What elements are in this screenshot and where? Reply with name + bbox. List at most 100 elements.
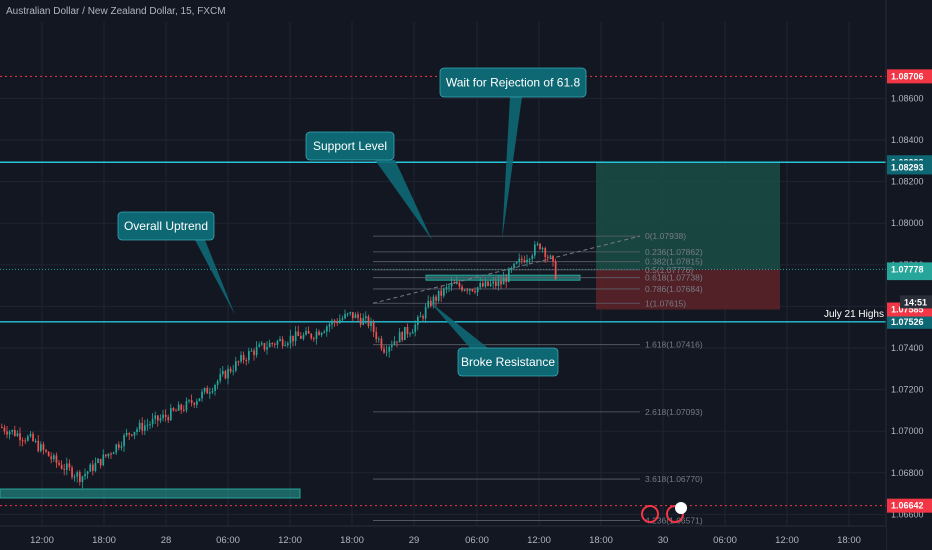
candle: [66, 463, 68, 470]
candle: [141, 422, 144, 431]
candle: [430, 300, 432, 306]
candle: [367, 316, 370, 326]
candle: [284, 345, 287, 347]
candle: [474, 291, 476, 293]
candle: [508, 268, 510, 282]
time-tick: 06:00: [713, 535, 737, 546]
candle: [427, 300, 430, 308]
candle: [489, 283, 492, 286]
candle: [71, 467, 73, 478]
time-tick: 18:00: [589, 535, 613, 546]
candle: [292, 335, 294, 342]
candle: [492, 281, 495, 284]
candle: [495, 281, 497, 287]
candle: [422, 316, 424, 319]
candle: [193, 402, 196, 405]
candle: [476, 287, 479, 293]
candle: [214, 385, 216, 392]
candle: [3, 427, 6, 432]
wait-rejection-pointer: [502, 97, 522, 240]
candle: [164, 414, 167, 417]
current-price-tag: [887, 262, 932, 277]
candle: [523, 260, 526, 263]
candle: [177, 404, 180, 411]
candle: [526, 259, 528, 263]
candle: [40, 444, 42, 452]
candle: [115, 444, 118, 453]
candle: [354, 314, 357, 319]
candle: [89, 464, 92, 472]
fib-label: 0.236(1.07862): [645, 247, 703, 257]
time-axis[interactable]: 12:00 18:00 28 06:00 12:00 18:00 29 06:00 12:00 1…: [0, 525, 886, 550]
candle: [105, 454, 107, 457]
candle: [209, 392, 211, 394]
event-count: 2: [678, 503, 683, 513]
broke-resistance-box[interactable]: [457, 347, 559, 377]
candle: [188, 400, 190, 402]
candle: [86, 471, 89, 474]
candle: [138, 422, 141, 430]
candle: [448, 286, 450, 288]
candle: [471, 289, 474, 292]
candle: [411, 331, 414, 334]
candle: [362, 318, 365, 325]
fib-label: 4.236(1.06571): [645, 515, 703, 525]
candle: [34, 440, 37, 442]
candle: [258, 344, 261, 347]
candle: [458, 282, 461, 287]
price-axis[interactable]: 1.086001.084001.082001.080001.078001.076…: [885, 0, 932, 550]
candle: [370, 322, 372, 326]
candle: [385, 351, 388, 353]
candle: [227, 368, 229, 379]
candle: [14, 429, 16, 436]
time-tick: 29: [409, 535, 420, 546]
candle: [536, 243, 539, 245]
candle: [281, 339, 284, 346]
candle: [443, 288, 445, 296]
wait-rejection-text: Wait for Rejection of 61.8: [446, 76, 581, 90]
red-bottom-tag: [887, 498, 932, 513]
candle: [250, 350, 253, 352]
candle: [55, 455, 58, 463]
support-level-pointer: [375, 160, 432, 240]
candle: [352, 312, 354, 319]
time-tick: 28: [161, 535, 172, 546]
candle: [24, 440, 27, 442]
candle: [315, 331, 318, 339]
candle: [289, 335, 292, 344]
candle: [554, 261, 557, 279]
candle: [235, 361, 237, 371]
candle: [339, 319, 341, 324]
candle: [398, 332, 401, 343]
event-count-badge: [675, 502, 687, 514]
candle: [456, 282, 458, 284]
candle: [63, 468, 66, 470]
candle: [183, 409, 185, 411]
event-badge-icon[interactable]: [666, 505, 684, 523]
wait-rejection-box[interactable]: [439, 67, 587, 98]
candle: [297, 331, 300, 337]
candle: [482, 283, 484, 287]
candle: [518, 258, 521, 263]
candle: [505, 277, 508, 282]
extra-0-tag-text: 1.08293: [891, 162, 924, 172]
candle: [404, 327, 406, 341]
candle: [445, 286, 448, 289]
overall-uptrend-box[interactable]: [117, 211, 215, 241]
candle: [313, 338, 315, 340]
price-tick: 1.07200: [891, 385, 924, 395]
candle: [419, 316, 422, 318]
candle: [73, 476, 76, 478]
candle: [110, 453, 112, 455]
support-level-box[interactable]: [305, 131, 395, 161]
price-tick: 1.08200: [891, 177, 924, 187]
event-badge-icon[interactable]: [641, 505, 659, 523]
candle: [125, 432, 128, 436]
candle: [11, 429, 14, 432]
candle: [497, 281, 500, 287]
fib-label: 0.786(1.07684): [645, 284, 703, 294]
candle: [268, 343, 271, 348]
time-tick: 18:00: [340, 535, 364, 546]
candle: [255, 346, 258, 355]
